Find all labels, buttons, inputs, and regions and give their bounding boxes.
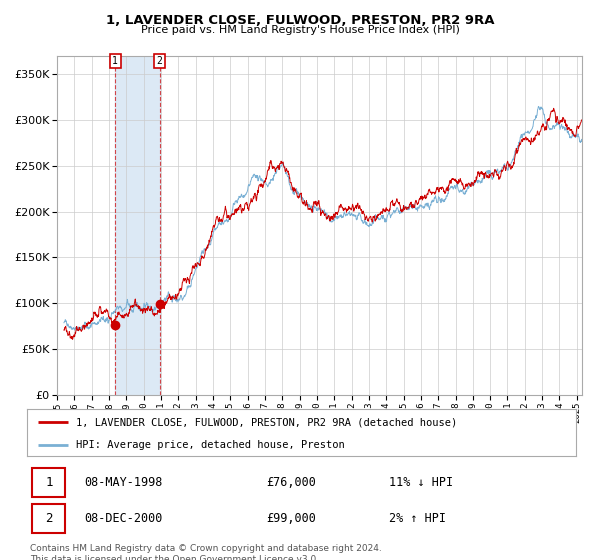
- Text: 08-DEC-2000: 08-DEC-2000: [85, 511, 163, 525]
- Text: 2: 2: [45, 511, 53, 525]
- Text: 2% ↑ HPI: 2% ↑ HPI: [389, 511, 446, 525]
- Text: 2: 2: [157, 56, 163, 66]
- Text: 1: 1: [112, 56, 118, 66]
- Text: 1: 1: [45, 476, 53, 489]
- Text: £76,000: £76,000: [266, 476, 316, 489]
- FancyBboxPatch shape: [32, 468, 65, 497]
- Text: Contains HM Land Registry data © Crown copyright and database right 2024.
This d: Contains HM Land Registry data © Crown c…: [30, 544, 382, 560]
- Text: 11% ↓ HPI: 11% ↓ HPI: [389, 476, 454, 489]
- FancyBboxPatch shape: [32, 503, 65, 533]
- Text: 1, LAVENDER CLOSE, FULWOOD, PRESTON, PR2 9RA (detached house): 1, LAVENDER CLOSE, FULWOOD, PRESTON, PR2…: [76, 417, 458, 427]
- Text: Price paid vs. HM Land Registry's House Price Index (HPI): Price paid vs. HM Land Registry's House …: [140, 25, 460, 35]
- Bar: [115, 56, 160, 395]
- Text: 1, LAVENDER CLOSE, FULWOOD, PRESTON, PR2 9RA: 1, LAVENDER CLOSE, FULWOOD, PRESTON, PR2…: [106, 14, 494, 27]
- Text: 08-MAY-1998: 08-MAY-1998: [85, 476, 163, 489]
- Text: £99,000: £99,000: [266, 511, 316, 525]
- Text: HPI: Average price, detached house, Preston: HPI: Average price, detached house, Pres…: [76, 440, 345, 450]
